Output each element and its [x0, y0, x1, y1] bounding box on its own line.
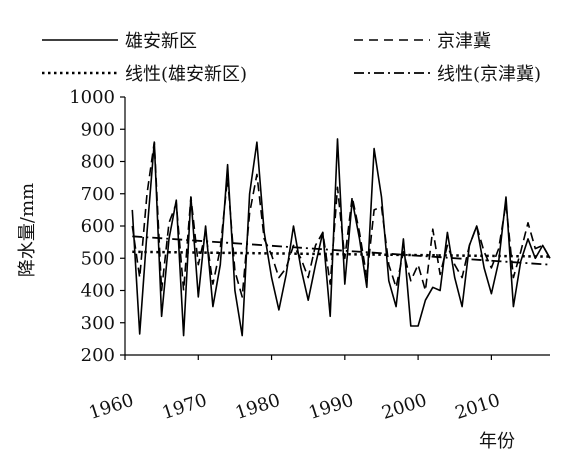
x-ticks: 1960 1970 1980 1990 2000 2010 — [86, 355, 503, 424]
series-line-dotted — [132, 250, 551, 258]
x-tick-label: 2000 — [379, 390, 429, 424]
x-tick-label: 1980 — [233, 390, 283, 424]
legend-label-jingjinji: 京津冀 — [437, 31, 491, 52]
series-line-solid — [131, 138, 551, 337]
series-line-dashed — [131, 141, 551, 298]
x-tick-label: 2010 — [453, 390, 503, 424]
y-tick-label: 700 — [81, 184, 115, 205]
x-tick-label: 1970 — [160, 390, 210, 424]
y-tick-label: 1000 — [69, 87, 115, 108]
legend: 雄安新区 京津冀 线性(雄安新区) 线性(京津冀) — [42, 31, 541, 85]
y-tick-label: 400 — [81, 281, 115, 302]
x-axis-title: 年份 — [479, 431, 515, 452]
y-axis-title: 降水量/mm — [17, 183, 38, 277]
legend-label-linear-jingjinji: 线性(京津冀) — [437, 64, 541, 85]
y-tick-label: 800 — [81, 152, 115, 173]
y-tick-label: 600 — [81, 216, 115, 237]
y-tick-label: 200 — [81, 345, 115, 366]
y-tick-label: 500 — [81, 248, 115, 269]
legend-label-linear-xiongan: 线性(雄安新区) — [125, 64, 247, 85]
y-tick-label: 900 — [81, 119, 115, 140]
series-layer — [131, 138, 551, 337]
series-line-dashdot — [132, 235, 551, 266]
y-tick-label: 300 — [81, 313, 115, 334]
legend-label-xiongan: 雄安新区 — [125, 31, 197, 52]
x-tick-label: 1990 — [306, 390, 356, 424]
x-tick-label: 1960 — [86, 390, 136, 424]
y-ticks: 200 300 400 500 600 700 800 900 1000 — [69, 87, 125, 366]
